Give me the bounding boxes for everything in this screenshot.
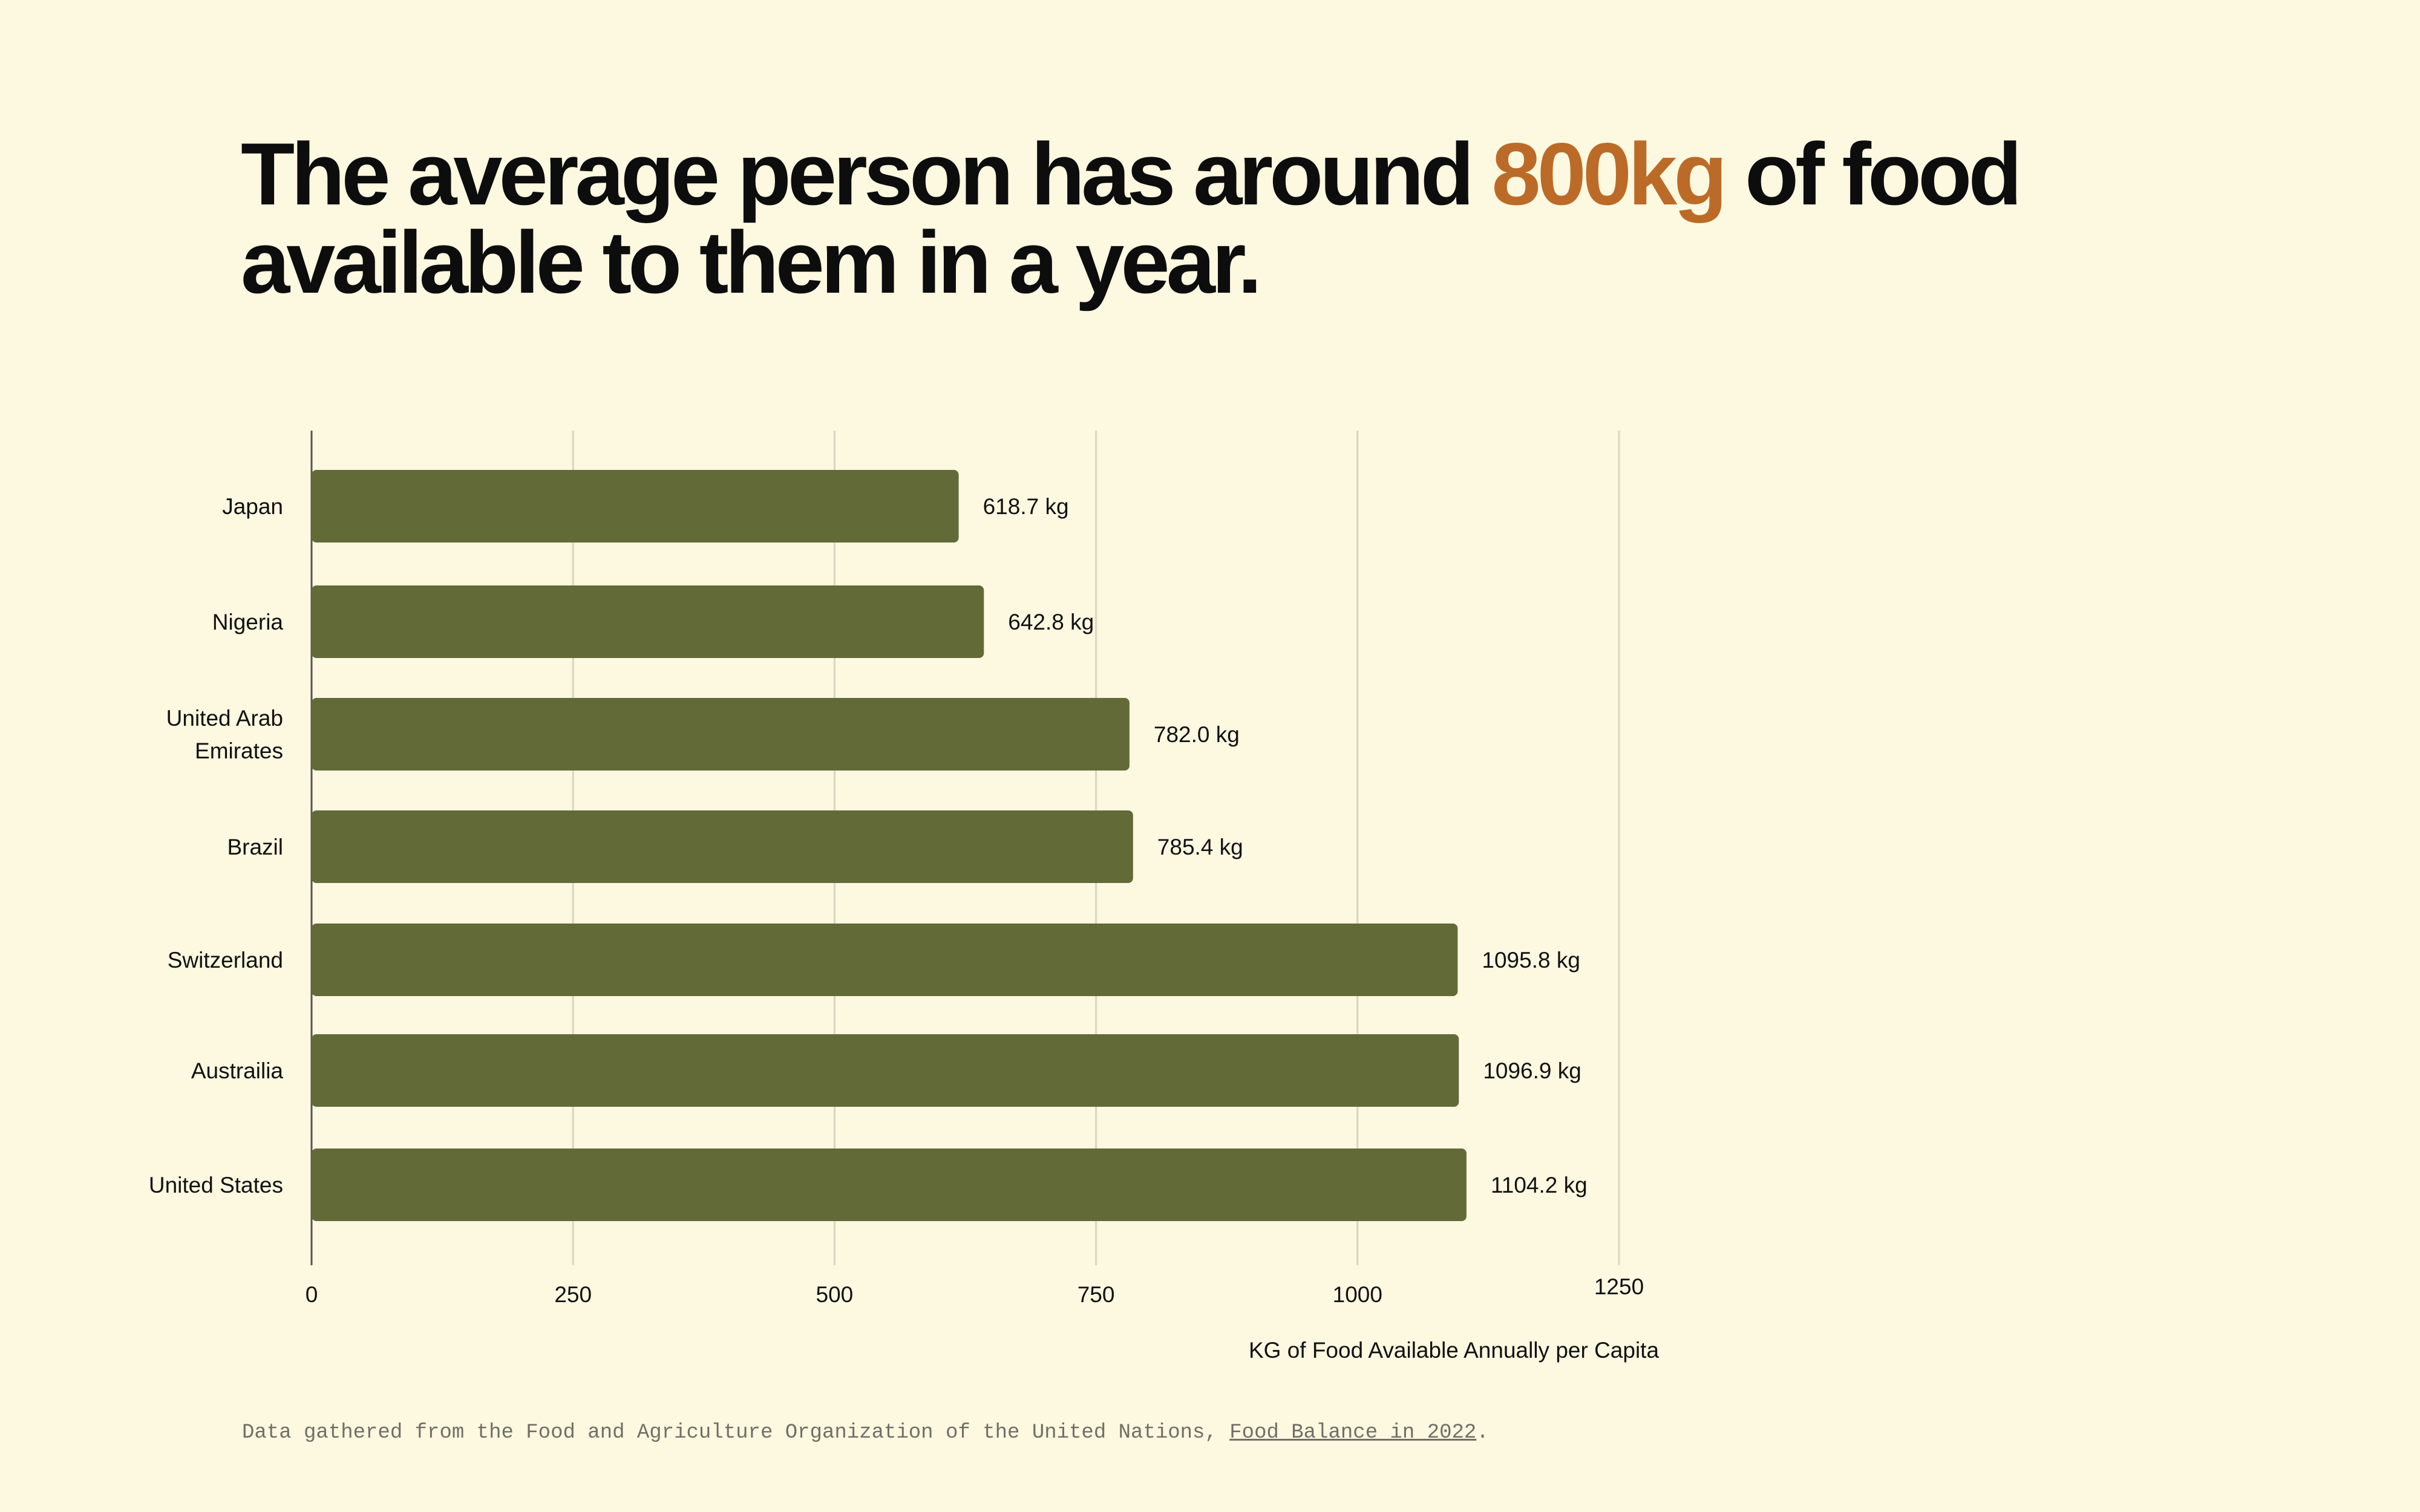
- bar: [312, 585, 984, 658]
- value-label: 642.8 kg: [1008, 610, 1094, 634]
- x-tick-label: 0: [306, 1282, 318, 1307]
- value-label: 618.7 kg: [983, 494, 1069, 519]
- title-highlight: 800kg: [1491, 125, 1727, 223]
- value-label: 785.4 kg: [1157, 835, 1243, 859]
- category-label: United Arab: [166, 706, 283, 731]
- bar: [312, 698, 1130, 771]
- category-label: United States: [149, 1173, 283, 1198]
- x-tick-label: 500: [816, 1282, 854, 1307]
- footnote: Data gathered from the Food and Agricult…: [242, 1421, 1489, 1444]
- bar: [312, 924, 1458, 996]
- x-axis-title: KG of Food Available Annually per Capita: [1249, 1338, 1660, 1363]
- category-label: Emirates: [195, 738, 283, 763]
- x-tick-label: 750: [1078, 1282, 1115, 1307]
- title-line-2: available to them in a year.: [241, 213, 1262, 311]
- x-tick-label: 1250: [1594, 1274, 1644, 1299]
- value-label: 1096.9 kg: [1483, 1058, 1581, 1083]
- category-label: Switzerland: [168, 948, 283, 973]
- footnote-end: .: [1476, 1421, 1489, 1444]
- category-label: Brazil: [227, 835, 283, 859]
- category-label: Japan: [222, 494, 283, 519]
- bar: [312, 470, 959, 543]
- value-label: 1095.8 kg: [1482, 948, 1580, 973]
- category-label: Nigeria: [212, 610, 284, 634]
- bar: [312, 1034, 1459, 1107]
- x-tick-label: 250: [554, 1282, 592, 1307]
- title-text-end: of food: [1724, 125, 2023, 223]
- value-label: 782.0 kg: [1154, 722, 1240, 747]
- value-label: 1104.2 kg: [1491, 1173, 1588, 1198]
- x-tick-label: 1000: [1333, 1282, 1382, 1307]
- footnote-text: Data gathered from the Food and Agricult…: [242, 1421, 1230, 1444]
- bar: [312, 1149, 1467, 1221]
- bar: [312, 810, 1133, 883]
- page-title: The average person has around 800kg of f…: [241, 130, 2023, 307]
- footnote-source-link[interactable]: Food Balance in 2022: [1229, 1421, 1477, 1444]
- title-text-start: The average person has around: [241, 125, 1492, 223]
- category-label: Austrailia: [191, 1058, 284, 1083]
